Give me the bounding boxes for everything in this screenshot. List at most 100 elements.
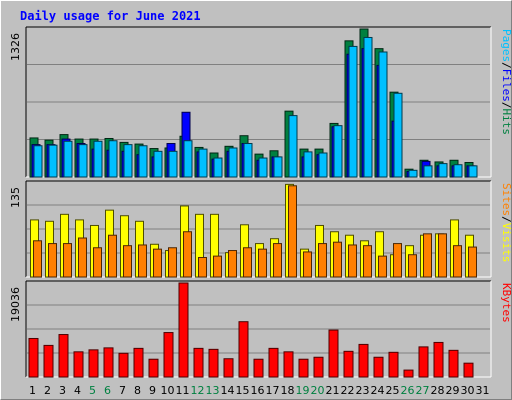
x-tick-label-day-15: 15 <box>236 384 250 397</box>
x-tick-label-day-2: 2 <box>44 384 51 397</box>
bar-sites-day-3 <box>63 243 72 278</box>
bar-pages-day-19 <box>303 151 313 178</box>
x-tick-label-day-11: 11 <box>176 384 190 397</box>
bar-sites-day-26 <box>408 254 417 278</box>
x-tick-label-day-17: 17 <box>266 384 280 397</box>
bar-pages-day-28 <box>438 163 448 178</box>
chart-title: Daily usage for June 2021 <box>20 9 201 23</box>
panel-1: 1326 Pages/Files/Hits <box>9 26 512 178</box>
bar-sites-day-25 <box>393 243 402 278</box>
bar-kbytes-day-21 <box>328 329 339 378</box>
bar-sites-day-15 <box>243 247 252 278</box>
bar-kbytes-day-19 <box>298 358 309 378</box>
legend-entry: KBytes <box>500 283 512 323</box>
panel-2: 135 Sites/Visits <box>9 180 512 278</box>
bar-kbytes-day-11 <box>178 282 189 378</box>
bar-pages-day-1 <box>33 145 43 178</box>
bar-kbytes-day-16 <box>253 358 264 378</box>
bar-pages-day-9 <box>153 150 163 178</box>
bar-kbytes-day-8 <box>133 347 144 378</box>
x-tick-label-day-12: 12 <box>191 384 205 397</box>
bar-pages-day-30 <box>468 165 478 178</box>
bar-sites-day-14 <box>228 250 237 278</box>
bar-kbytes-day-28 <box>433 341 444 378</box>
x-tick-label-day-29: 29 <box>446 384 460 397</box>
bar-sites-day-9 <box>153 248 162 278</box>
x-tick-label-day-5: 5 <box>89 384 96 397</box>
max-label: 135 <box>9 187 22 208</box>
legend: Pages/Files/Hits <box>500 29 512 135</box>
bar-pages-day-14 <box>228 147 238 178</box>
bar-sites-day-29 <box>453 245 462 278</box>
bar-pages-day-12 <box>198 148 208 178</box>
x-tick-label-day-18: 18 <box>281 384 295 397</box>
bar-kbytes-day-12 <box>193 347 204 378</box>
bar-pages-day-8 <box>138 145 148 178</box>
bar-kbytes-day-1 <box>28 337 39 378</box>
legend-entry: Sites <box>500 183 512 216</box>
bar-pages-day-29 <box>453 164 463 178</box>
bar-pages-day-18 <box>288 115 298 178</box>
bar-kbytes-day-4 <box>73 351 84 378</box>
x-tick-label-day-25: 25 <box>386 384 400 397</box>
bar-sites-day-18 <box>288 185 297 278</box>
x-tick-label-day-20: 20 <box>311 384 325 397</box>
bar-kbytes-day-30 <box>463 362 474 378</box>
bar-pages-day-10 <box>168 150 178 178</box>
bar-pages-day-23 <box>363 36 373 178</box>
bar-sites-day-13 <box>213 255 222 278</box>
bar-pages-day-16 <box>258 157 268 178</box>
bar-sites-day-10 <box>168 247 177 278</box>
legend: Sites/Visits <box>500 183 512 263</box>
x-tick-label-day-13: 13 <box>206 384 220 397</box>
bar-kbytes-day-2 <box>43 344 54 378</box>
x-tick-label-day-7: 7 <box>119 384 126 397</box>
bar-sites-day-28 <box>438 233 447 278</box>
x-tick-label-day-24: 24 <box>371 384 385 397</box>
bar-pages-day-13 <box>213 157 223 178</box>
bar-kbytes-day-20 <box>313 356 324 378</box>
bar-sites-day-17 <box>273 243 282 278</box>
bar-sites-day-21 <box>333 241 342 278</box>
x-tick-label-day-14: 14 <box>221 384 235 397</box>
bar-pages-day-7 <box>123 144 133 178</box>
bar-sites-day-4 <box>78 237 87 278</box>
x-tick-label-day-31: 31 <box>476 384 490 397</box>
legend-entry: Hits <box>500 109 512 136</box>
x-tick-label-day-6: 6 <box>104 384 111 397</box>
bar-pages-day-4 <box>78 144 88 178</box>
legend-entry: Pages <box>500 29 512 62</box>
bar-kbytes-day-14 <box>223 358 234 378</box>
bar-pages-day-26 <box>408 169 418 178</box>
bar-kbytes-day-6 <box>103 347 114 378</box>
bar-sites-day-30 <box>468 246 477 278</box>
bar-kbytes-day-22 <box>343 350 354 378</box>
x-tick-label-day-22: 22 <box>341 384 355 397</box>
bar-kbytes-day-13 <box>208 348 219 378</box>
bar-kbytes-day-27 <box>418 346 429 378</box>
x-tick-label-day-4: 4 <box>74 384 81 397</box>
legend: KBytes <box>500 283 512 323</box>
x-axis-labels: 1 2 3 4 5 6 7 8 9 10 11 12 13 14 15 16 17 18 19 20 21 22 23 24 2… <box>29 384 490 397</box>
bar-sites-day-19 <box>303 251 312 278</box>
bar-kbytes-day-10 <box>163 332 174 378</box>
bar-sites-day-27 <box>423 233 432 278</box>
bar-pages-day-25 <box>393 92 403 178</box>
bar-sites-day-8 <box>138 244 147 278</box>
bar-sites-day-1 <box>33 240 42 278</box>
legend-separator: / <box>500 62 512 69</box>
bar-pages-day-27 <box>423 165 433 178</box>
bar-kbytes-day-15 <box>238 321 249 378</box>
bar-kbytes-day-7 <box>118 352 129 378</box>
bar-pages-day-6 <box>108 140 118 178</box>
bar-sites-day-6 <box>108 234 117 278</box>
bar-sites-day-16 <box>258 248 267 278</box>
bar-kbytes-day-3 <box>58 334 69 378</box>
bar-sites-day-12 <box>198 257 207 278</box>
bar-kbytes-day-18 <box>283 351 294 378</box>
bar-sites-day-5 <box>93 247 102 278</box>
bar-kbytes-day-24 <box>373 356 384 378</box>
legend-entry: Visits <box>500 223 512 263</box>
x-tick-label-day-16: 16 <box>251 384 265 397</box>
